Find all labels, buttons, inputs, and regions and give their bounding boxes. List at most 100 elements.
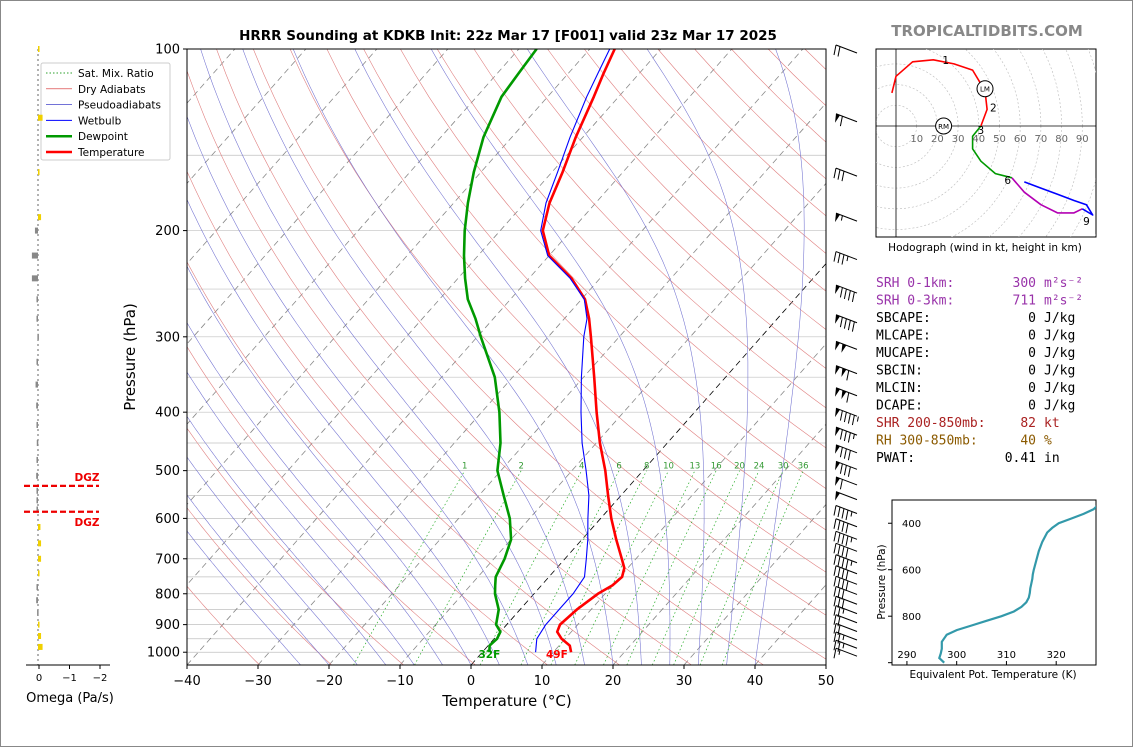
pseudo-adiabat (187, 265, 472, 665)
wind-barb-pennant (835, 314, 840, 324)
hodograph-height-label: 6 (1004, 175, 1011, 187)
theta-e-ylabel: Pressure (hPa) (876, 544, 888, 619)
stat-unit: kt (1044, 416, 1060, 431)
wind-barb-half-feather (850, 511, 853, 517)
wind-barb-feather (833, 543, 837, 554)
wind-barb-feather (833, 518, 837, 529)
dry-adiabat (289, 49, 826, 616)
x-tick-label: −30 (244, 674, 271, 689)
wind-barb-feather (847, 450, 851, 461)
wind-barb-staff (835, 575, 858, 585)
pseudo-adiabat (187, 415, 387, 665)
wind-barb-pennant (835, 387, 840, 397)
wind-barb-feather (837, 169, 841, 180)
wind-barb-feather (837, 544, 841, 555)
wind-barb-pennant (835, 341, 840, 351)
wind-barb-feather (839, 447, 843, 458)
dry-adiabat (187, 69, 692, 665)
wind-barb-staff (835, 605, 858, 615)
y-tick-label: 100 (155, 43, 180, 58)
wind-barb-staff (835, 44, 858, 54)
hodograph-ring-label: 40 (972, 134, 985, 145)
profile-temperature (541, 49, 626, 653)
stat-unit: m²s⁻² (1044, 276, 1083, 291)
chart-title: HRRR Sounding at KDKB Init: 22z Mar 17 [… (239, 28, 777, 44)
stat-label: SRH 0-3km: (876, 294, 954, 309)
pseudo-adiabat (187, 456, 358, 665)
hodograph-ring-label: 90 (1076, 134, 1089, 145)
mixing-ratio-line (479, 470, 583, 665)
wind-barb-feather (833, 44, 837, 56)
wind-barb-staff (835, 542, 858, 552)
isotherm-line (187, 49, 449, 345)
wind-barb-feather (851, 414, 855, 426)
omega-bar (31, 252, 38, 259)
wind-barb-feather (833, 531, 837, 542)
hodograph (876, 49, 1096, 237)
wind-barb-staff (835, 595, 858, 605)
x-tick-label: 50 (818, 674, 835, 689)
theta-e-x-tick-label: 290 (897, 650, 916, 661)
wind-barb-feather (837, 556, 841, 567)
stat-value: 40 (1020, 434, 1036, 449)
isotherm-line (187, 49, 307, 184)
wind-barb-feather (845, 547, 849, 558)
hodograph-segment (1011, 177, 1083, 214)
wind-barb-staff (835, 565, 858, 575)
isotherm-line (187, 49, 591, 506)
mixing-ratio-label: 10 (663, 462, 674, 472)
storm-motion-marker (976, 80, 994, 98)
omega-panel: DGZ DGZ 0 −1 −2 (24, 46, 110, 684)
pseudo-adiabat (187, 322, 443, 665)
wind-barb-half-feather (850, 537, 853, 543)
storm-motion-label: RM (938, 123, 949, 131)
hodograph-ring-label: 20 (931, 134, 944, 145)
stat-value: 0 (1028, 399, 1036, 414)
wind-barb-feather (846, 370, 850, 381)
storm-motion-label: LM (980, 86, 990, 94)
wind-barb-feather (837, 567, 841, 578)
hodograph-ring-label: 70 (1035, 134, 1048, 145)
wind-barb-feather (833, 631, 837, 643)
stat-value: 711 (1013, 294, 1036, 309)
wind-barb-pennant (841, 343, 847, 353)
stat-label: RH 300-850mb: (876, 434, 978, 449)
omega-bar (38, 633, 42, 640)
pseudo-adiabat (527, 49, 705, 665)
wind-barb-pennant (835, 444, 840, 454)
stat-label: MLCIN: (876, 381, 923, 396)
omega-bar (34, 227, 38, 234)
wind-barb-staff (835, 251, 858, 261)
omega-axis-label: Omega (Pa/s) (26, 691, 114, 706)
pseudo-adiabat (754, 49, 805, 665)
wind-barb-feather (841, 534, 845, 545)
omega-bar (36, 472, 38, 479)
wind-barb-feather (839, 116, 843, 127)
legend-label: Temperature (77, 147, 145, 159)
wind-barb-half-feather (842, 643, 845, 649)
stat-unit: J/kg (1044, 311, 1075, 326)
profile-dewpoint (462, 49, 538, 653)
pseudo-adiabat (354, 49, 642, 665)
wind-barb-feather (841, 254, 845, 265)
omega-bar (38, 46, 40, 52)
wind-barb-feather (837, 46, 841, 57)
theta-e-xlabel: Equivalent Pot. Temperature (K) (909, 669, 1076, 681)
x-tick-label: −20 (315, 674, 342, 689)
isotherm-line (187, 49, 520, 425)
omega-x-tick-label: −2 (93, 673, 108, 684)
wind-barb-staff (835, 631, 858, 641)
mixing-ratio-label: 16 (711, 462, 722, 472)
dewpoint-surface-label: 32F (479, 649, 501, 661)
omega-bar (38, 540, 42, 547)
wind-barb-feather (839, 317, 843, 328)
hodograph-caption: Hodograph (wind in kt, height in km) (888, 242, 1082, 254)
pseudo-adiabat (187, 494, 330, 665)
wind-barb-staff (835, 639, 858, 649)
omega-x-tick-label: 0 (36, 673, 42, 684)
y-tick-label: 200 (155, 224, 180, 239)
omega-bar (36, 402, 38, 409)
skewt-plot-frame (186, 48, 827, 666)
mixing-ratio-label: 6 (616, 462, 621, 472)
wind-barb-feather (839, 479, 843, 490)
